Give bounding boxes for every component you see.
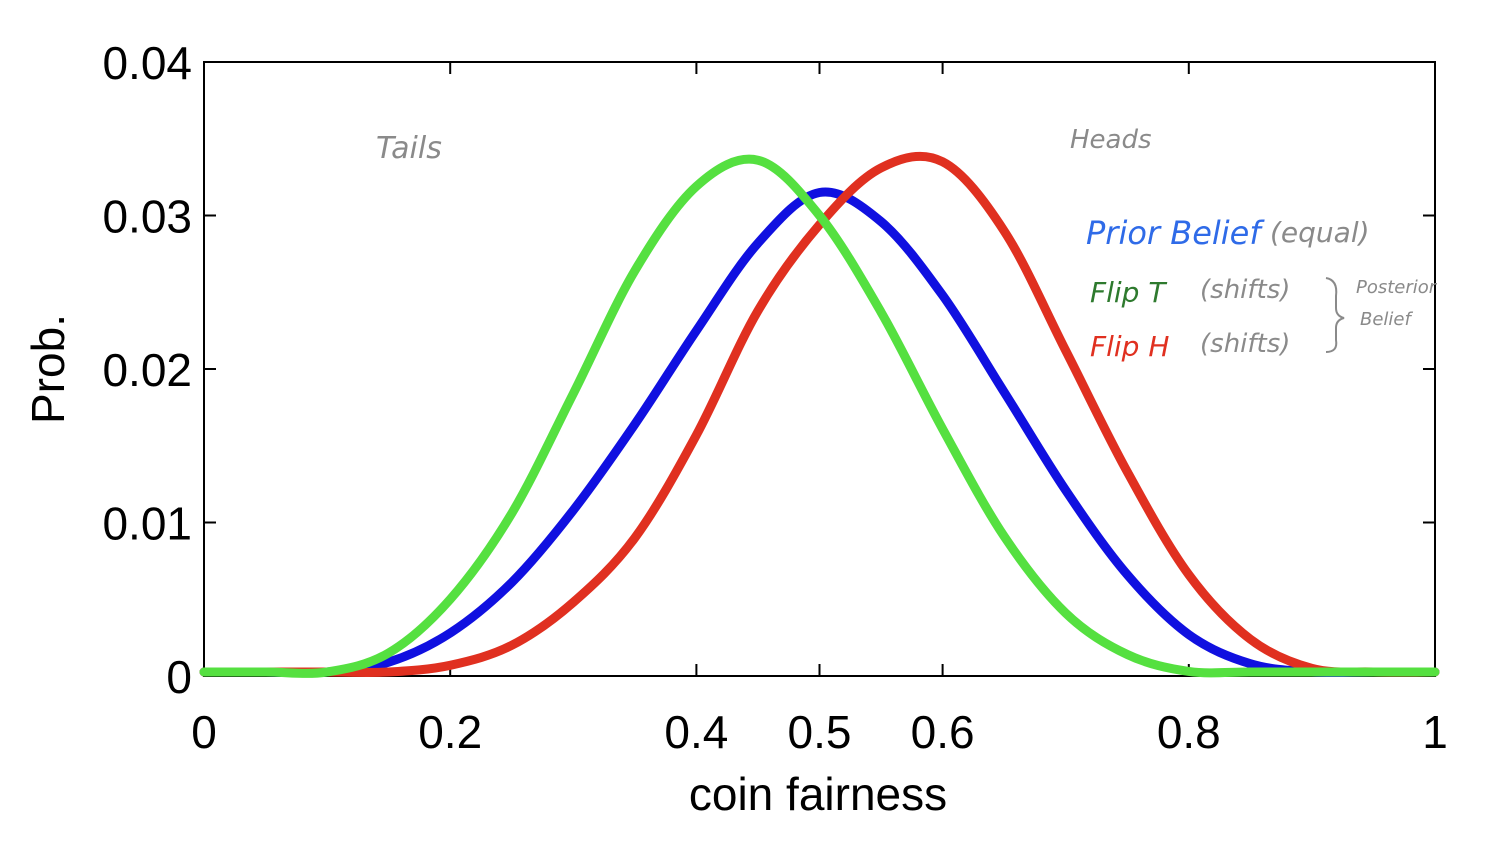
y-tick-label: 0.02: [102, 344, 192, 396]
flip-h-label: Flip H: [1090, 330, 1169, 363]
flip-h-note: (shifts): [1200, 329, 1290, 359]
flip-t-label: Flip T: [1090, 276, 1167, 309]
y-axis-label: Prob.: [22, 314, 74, 424]
y-tick-label: 0.03: [102, 191, 192, 243]
y-tick-label: 0.01: [102, 498, 192, 550]
y-tick-label: 0.04: [102, 37, 192, 89]
x-tick-label: 0: [191, 706, 217, 758]
x-tick-label: 0.5: [788, 706, 852, 758]
x-tick-label: 0.6: [911, 706, 975, 758]
x-tick-label: 0.8: [1157, 706, 1221, 758]
posterior-curve-green: [199, 154, 1440, 678]
y-tick-labels: 0 0.01 0.02 0.03 0.04: [102, 37, 192, 703]
posterior-brace: [1325, 277, 1345, 353]
flip-t-note: (shifts): [1200, 275, 1290, 305]
posterior-line-1: Posterior: [1356, 277, 1438, 298]
y-tick-label: 0: [166, 651, 192, 703]
x-tick-label: 1: [1422, 706, 1448, 758]
x-axis-label: coin fairness: [689, 768, 947, 820]
prior-belief-label: Prior Belief: [1086, 214, 1265, 252]
series-layer: [199, 151, 1440, 678]
x-tick-label: 0.2: [418, 706, 482, 758]
prior-belief-note: (equal): [1270, 216, 1370, 249]
heads-annotation: Heads: [1070, 125, 1152, 155]
x-tick-label: 0.4: [664, 706, 728, 758]
posterior-line-2: Belief: [1360, 309, 1413, 330]
prior-curve-blue: [199, 187, 1440, 678]
x-tick-labels: 0 0.2 0.4 0.5 0.6 0.8 1: [191, 706, 1448, 758]
tails-annotation: Tails: [376, 131, 442, 166]
posterior-curve-red: [199, 151, 1440, 677]
